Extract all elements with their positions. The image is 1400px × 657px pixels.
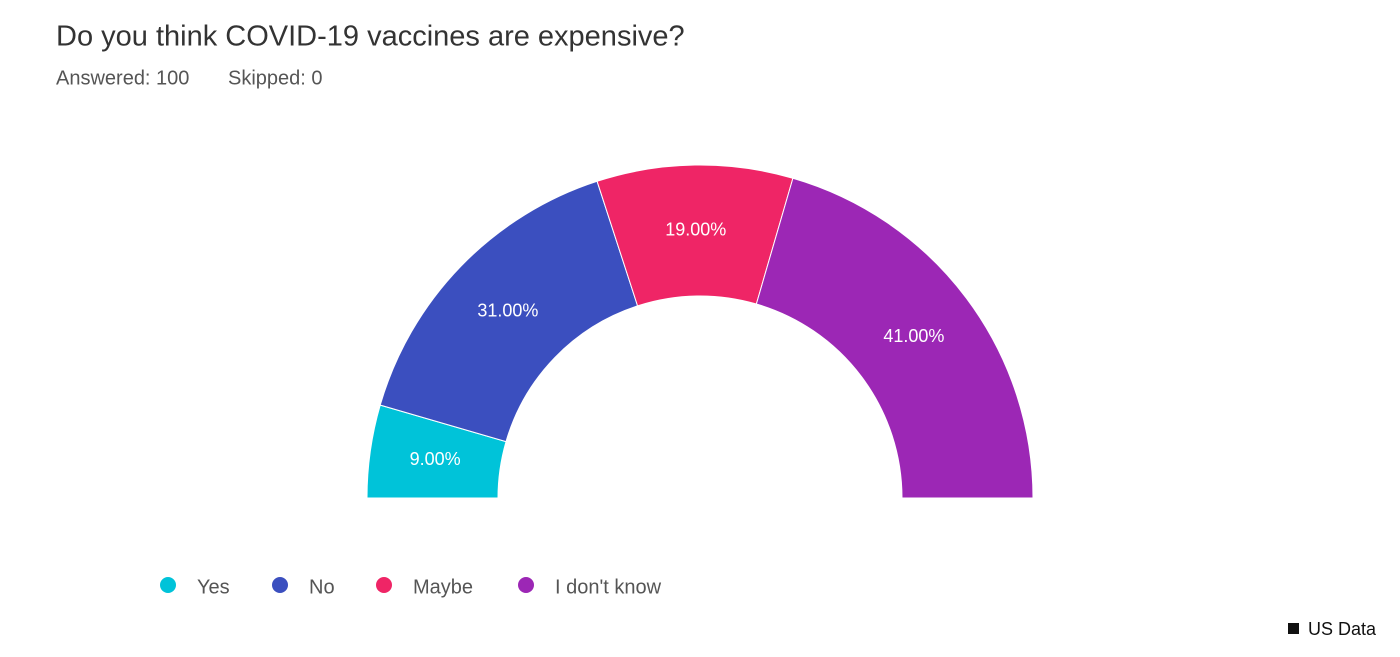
- legend-marker: [376, 577, 392, 593]
- legend-label: I don't know: [555, 576, 662, 598]
- chart-title: Do you think COVID-19 vaccines are expen…: [56, 21, 685, 53]
- footer-label: US Data: [1308, 619, 1377, 639]
- data-label: 41.00%: [883, 326, 944, 346]
- legend-marker: [272, 577, 288, 593]
- donut-segment: [379, 180, 639, 443]
- legend-marker: [518, 577, 534, 593]
- data-label: 9.00%: [410, 449, 461, 469]
- legend-label: No: [309, 576, 335, 598]
- footer-icon: [1288, 623, 1299, 634]
- legend-marker: [160, 577, 176, 593]
- answered-count: Answered: 100: [56, 67, 189, 89]
- data-label: 19.00%: [665, 219, 726, 239]
- donut-segment: [755, 177, 1034, 499]
- skipped-count: Skipped: 0: [228, 67, 323, 89]
- data-label: 31.00%: [477, 301, 538, 321]
- legend-label: Maybe: [413, 576, 473, 598]
- legend-label: Yes: [197, 576, 230, 598]
